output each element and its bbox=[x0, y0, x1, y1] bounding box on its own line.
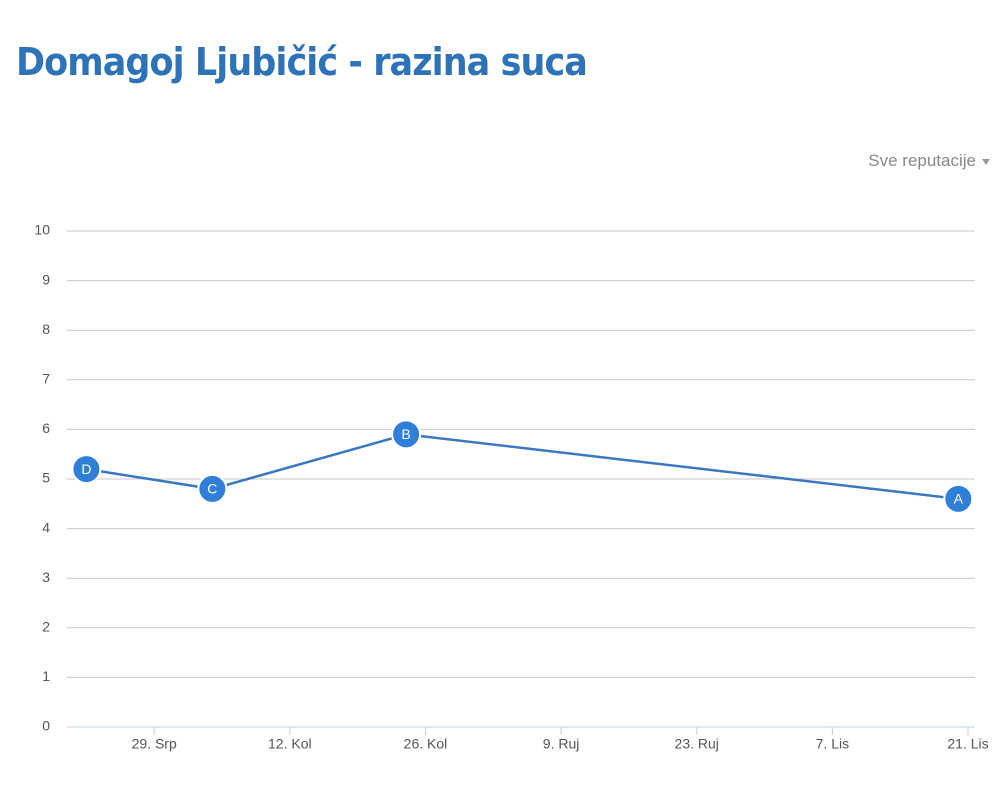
x-tick-label: 21. Lis bbox=[947, 736, 988, 752]
x-tick-label: 7. Lis bbox=[816, 736, 849, 752]
point-marker bbox=[943, 483, 974, 514]
x-tick-label: 29. Srp bbox=[132, 736, 177, 752]
dropdown-label[interactable]: Sve reputacije bbox=[868, 151, 976, 170]
point-label: C bbox=[207, 481, 217, 497]
point-marker bbox=[197, 473, 228, 504]
y-tick-label: 10 bbox=[34, 222, 50, 238]
y-tick-label: 0 bbox=[42, 718, 50, 734]
point-label: D bbox=[81, 461, 91, 477]
y-tick-label: 9 bbox=[42, 271, 50, 287]
point-label: A bbox=[954, 491, 964, 507]
y-tick-label: 4 bbox=[42, 519, 50, 535]
page-title: Domagoj Ljubičić - razina suca bbox=[16, 40, 588, 84]
reputation-dropdown[interactable]: Sve reputacije bbox=[868, 151, 990, 171]
y-tick-label: 7 bbox=[42, 371, 50, 387]
y-tick-label: 5 bbox=[42, 470, 50, 486]
x-tick-label: 9. Ruj bbox=[543, 736, 580, 752]
dropdown-arrow[interactable] bbox=[982, 158, 990, 165]
y-tick-label: 1 bbox=[42, 668, 50, 684]
x-tick-label: 26. Kol bbox=[404, 736, 448, 752]
point-label: B bbox=[401, 426, 410, 442]
y-tick-label: 2 bbox=[42, 619, 50, 635]
y-tick-label: 6 bbox=[42, 420, 50, 436]
x-tick-label: 23. Ruj bbox=[675, 736, 719, 752]
y-tick-label: 3 bbox=[42, 569, 50, 585]
point-marker bbox=[391, 419, 422, 450]
point-marker bbox=[71, 454, 102, 485]
x-tick-label: 12. Kol bbox=[268, 736, 312, 752]
line bbox=[86, 433, 959, 501]
y-tick-label: 8 bbox=[42, 321, 50, 337]
